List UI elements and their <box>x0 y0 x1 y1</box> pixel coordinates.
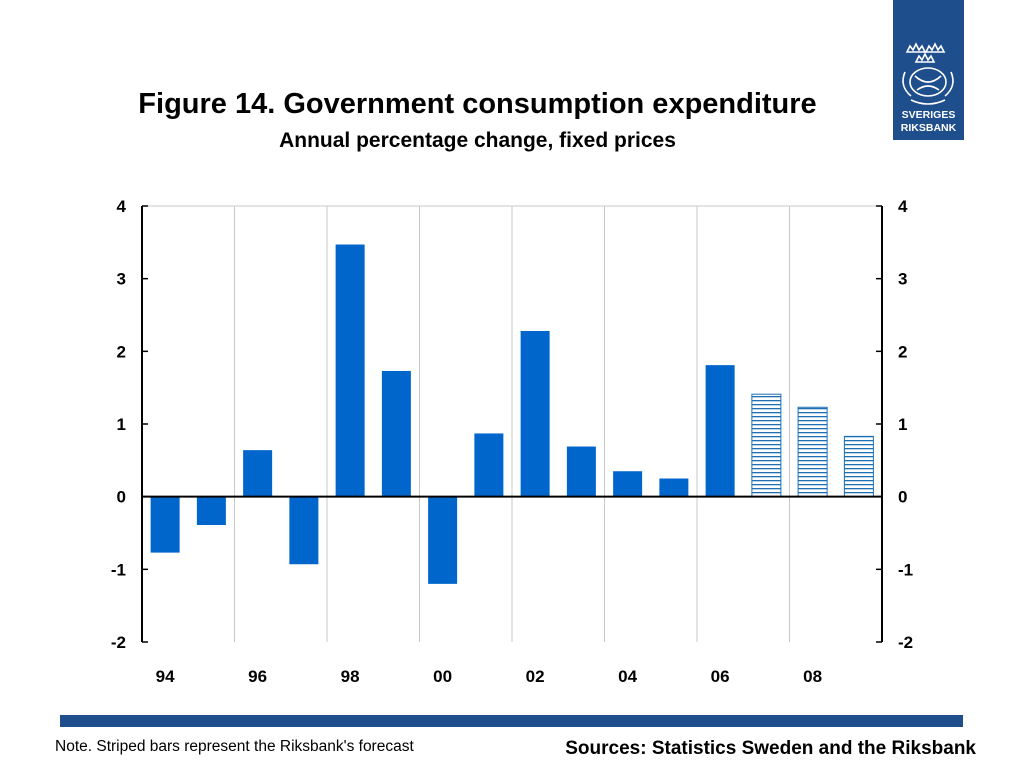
forecast-bar-2007 <box>751 393 782 498</box>
bar-1995 <box>196 496 226 526</box>
x-tick-label: 02 <box>526 667 545 686</box>
y-tick-label-right: 0 <box>898 488 907 507</box>
y-tick-label-left: 2 <box>117 342 126 361</box>
x-tick-label: 98 <box>341 667 360 686</box>
bar-1998 <box>335 244 365 497</box>
chart-subtitle: Annual percentage change, fixed prices <box>279 129 676 152</box>
y-tick-label-left: 1 <box>117 415 126 434</box>
y-tick-label-right: -2 <box>898 633 913 652</box>
y-tick-label-right: 2 <box>898 342 907 361</box>
bar-2002 <box>520 330 550 497</box>
logo-line2: RIKSBANK <box>901 122 957 134</box>
bar-1996 <box>243 450 273 497</box>
bar-2000 <box>428 496 458 584</box>
sources-text: Sources: Statistics Sweden and the Riksb… <box>565 738 976 759</box>
y-tick-label-left: -1 <box>111 560 126 579</box>
y-tick-label-right: 1 <box>898 415 907 434</box>
x-tick-label: 04 <box>618 667 637 686</box>
bar-2006 <box>705 365 735 497</box>
y-tick-label-right: -1 <box>898 560 913 579</box>
riksbank-logo: SVERIGES RIKSBANK <box>893 0 964 140</box>
x-tick-label: 06 <box>711 667 730 686</box>
y-tick-label-left: 4 <box>117 197 127 216</box>
logo-line1: SVERIGES <box>902 109 956 121</box>
footer-divider-bar <box>60 715 963 727</box>
bar-2004 <box>613 471 643 497</box>
bar-2001 <box>474 433 504 497</box>
y-tick-label-left: -2 <box>111 633 126 652</box>
bar-1994 <box>150 496 180 553</box>
y-tick-label-left: 3 <box>117 270 126 289</box>
x-tick-label: 96 <box>248 667 267 686</box>
chart-title: Figure 14. Government consumption expend… <box>138 88 817 120</box>
bar-2003 <box>566 446 596 497</box>
x-tick-label: 08 <box>803 667 822 686</box>
riksbank-crest-icon: SVERIGES RIKSBANK <box>901 42 957 134</box>
x-tick-label: 94 <box>156 667 175 686</box>
bar-chart: -2 -2-1 -10 01 12 23 34 494 96 98 00 02 04 06 08 <box>111 197 913 686</box>
bar-2005 <box>659 478 689 497</box>
bar-1999 <box>381 370 411 497</box>
y-tick-label-right: 4 <box>898 197 908 216</box>
forecast-bar-2009 <box>843 435 874 498</box>
bar-1997 <box>289 496 319 565</box>
y-tick-label-left: 0 <box>117 488 126 507</box>
forecast-note: Note. Striped bars represent the Riksban… <box>55 738 414 755</box>
y-tick-label-right: 3 <box>898 270 907 289</box>
forecast-bar-2008 <box>797 406 828 498</box>
x-tick-label: 00 <box>433 667 452 686</box>
